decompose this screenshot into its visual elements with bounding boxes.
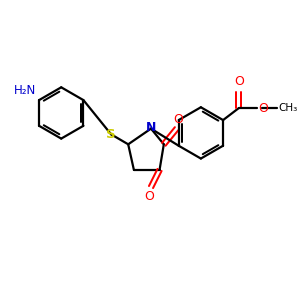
Text: O: O [145, 190, 154, 203]
Text: N: N [146, 121, 156, 134]
Text: S: S [106, 128, 116, 141]
Text: O: O [234, 75, 244, 88]
Text: O: O [173, 113, 183, 126]
Text: H₂N: H₂N [14, 84, 36, 97]
Text: O: O [259, 102, 269, 115]
Text: CH₃: CH₃ [279, 103, 298, 113]
